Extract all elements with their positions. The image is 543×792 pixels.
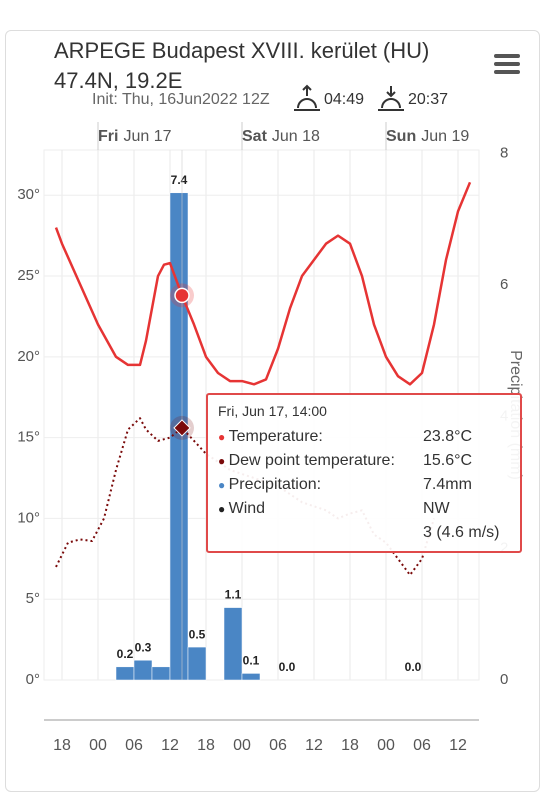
x-tick-label: 12 [449,737,467,754]
tooltip-dot: ● [218,502,229,516]
x-tick-label: 00 [233,737,251,754]
tooltip-label-cell: ● Wind [218,497,423,545]
tooltip-value: NW 3 (4.6 m/s) [423,497,499,545]
day-label: Fri Jun 17 [98,128,172,145]
x-tick-label: 06 [269,737,287,754]
tooltip-row: ● Dew point temperature: 15.6°C [218,449,510,473]
y-tick-label: 10° [17,509,40,526]
tooltip-dot: ● [218,430,229,444]
day-label: Sat Jun 18 [242,128,320,145]
tooltip-value: 7.4mm [423,473,472,497]
tooltip-label-cell: ● Precipitation: [218,473,423,497]
precip-bar [169,192,189,681]
x-tick-label: 12 [161,737,179,754]
sunrise-icon [294,84,320,111]
tooltip: Fri, Jun 17, 14:00 ● Temperature: 23.8°C ● … [206,393,522,553]
y-tick-label: 5° [26,590,40,607]
precip-bar [241,673,261,681]
tooltip-value-text: 23.8°C [423,428,473,445]
y2-tick-label: 8 [500,144,508,161]
init: Init: Thu, 16Jun2022 12Z [92,91,270,108]
tooltip-dot: ● [218,478,229,492]
x-tick-label: 18 [53,737,71,754]
hover-dew [173,419,191,437]
tooltip-label: Temperature: [228,428,323,445]
x-tick-label: 00 [89,737,107,754]
data-label: 7.4 [171,173,188,187]
day-date: Jun 19 [421,128,469,145]
data-label: 0.1 [243,654,260,668]
data-label: 0.0 [405,660,422,674]
x-tick-label: 06 [413,737,431,754]
x-tick-label: 06 [125,737,143,754]
day-name: Sat [242,128,268,145]
day-label: Sun Jun 19 [386,128,469,145]
tooltip-value-text: NW [423,500,450,517]
tooltip-row: ● Temperature: 23.8°C [218,425,510,449]
y2-tick-label: 6 [500,276,508,293]
data-label: 0.0 [279,660,296,674]
tooltip-label: Dew point temperature: [228,452,395,469]
y2-tick-label: 0 [500,671,508,688]
tooltip-dot: ● [218,454,229,468]
sunset: 20:37 [408,91,448,108]
tooltip-row: ● Precipitation: 7.4mm [218,473,510,497]
day-date: Jun 17 [123,128,171,145]
day-date: Jun 18 [272,128,320,145]
hover-temp [174,287,190,304]
page: ARPEGE Budapest XVIII. kerület (HU) 47.4… [5,30,540,792]
precip-bar [115,666,135,681]
precip-bar [187,646,207,681]
precip-bar [151,666,171,681]
y-tick-label: 25° [17,267,40,284]
tooltip-label-cell: ● Temperature: [218,425,423,449]
x-tick-label: 00 [377,737,395,754]
chart-title: ARPEGE Budapest XVIII. kerület (HU) [54,38,429,63]
tooltip-value-text: 15.6°C [423,452,473,469]
data-label: 0.5 [189,627,206,641]
data-label: 0.3 [135,640,152,654]
data-label: 0.2 [117,647,134,661]
line [54,181,472,386]
x-tick-label: 18 [341,737,359,754]
y-tick-label: 15° [17,429,40,446]
y-tick-label: 30° [17,186,40,203]
tooltip-label: Wind [228,500,266,517]
tooltip-label: Precipitation: [228,476,322,493]
tooltip-title: Fri, Jun 17, 14:00 [218,403,327,419]
data-label: 1.1 [225,588,242,602]
day-name: Sun [386,128,416,145]
y-tick-label: 20° [17,348,40,365]
day-name: Fri [98,128,118,145]
tooltip-value-text: 7.4mm [423,476,472,493]
sunrise: 04:49 [324,91,364,108]
x-tick-label: 12 [305,737,323,754]
tooltip-value: 15.6°C [423,449,472,473]
coords: 47.4N, 19.2E [54,68,182,93]
tooltip-label-cell: ● Dew point temperature: [218,449,423,473]
y-tick-label: 0° [26,671,40,688]
sunset-icon [378,86,404,111]
precip-bar [223,607,243,681]
tooltip-value: 23.8°C [423,425,472,449]
precip-bar [133,659,153,681]
x-tick-label: 18 [197,737,215,754]
tooltip-row: ● Wind NW 3 (4.6 m/s) [218,497,510,545]
chart: ARPEGE Budapest XVIII. kerület (HU) 47.4… [17,38,523,754]
tooltip-extra: 3 (4.6 m/s) [423,524,500,541]
menu-icon[interactable] [494,54,520,74]
